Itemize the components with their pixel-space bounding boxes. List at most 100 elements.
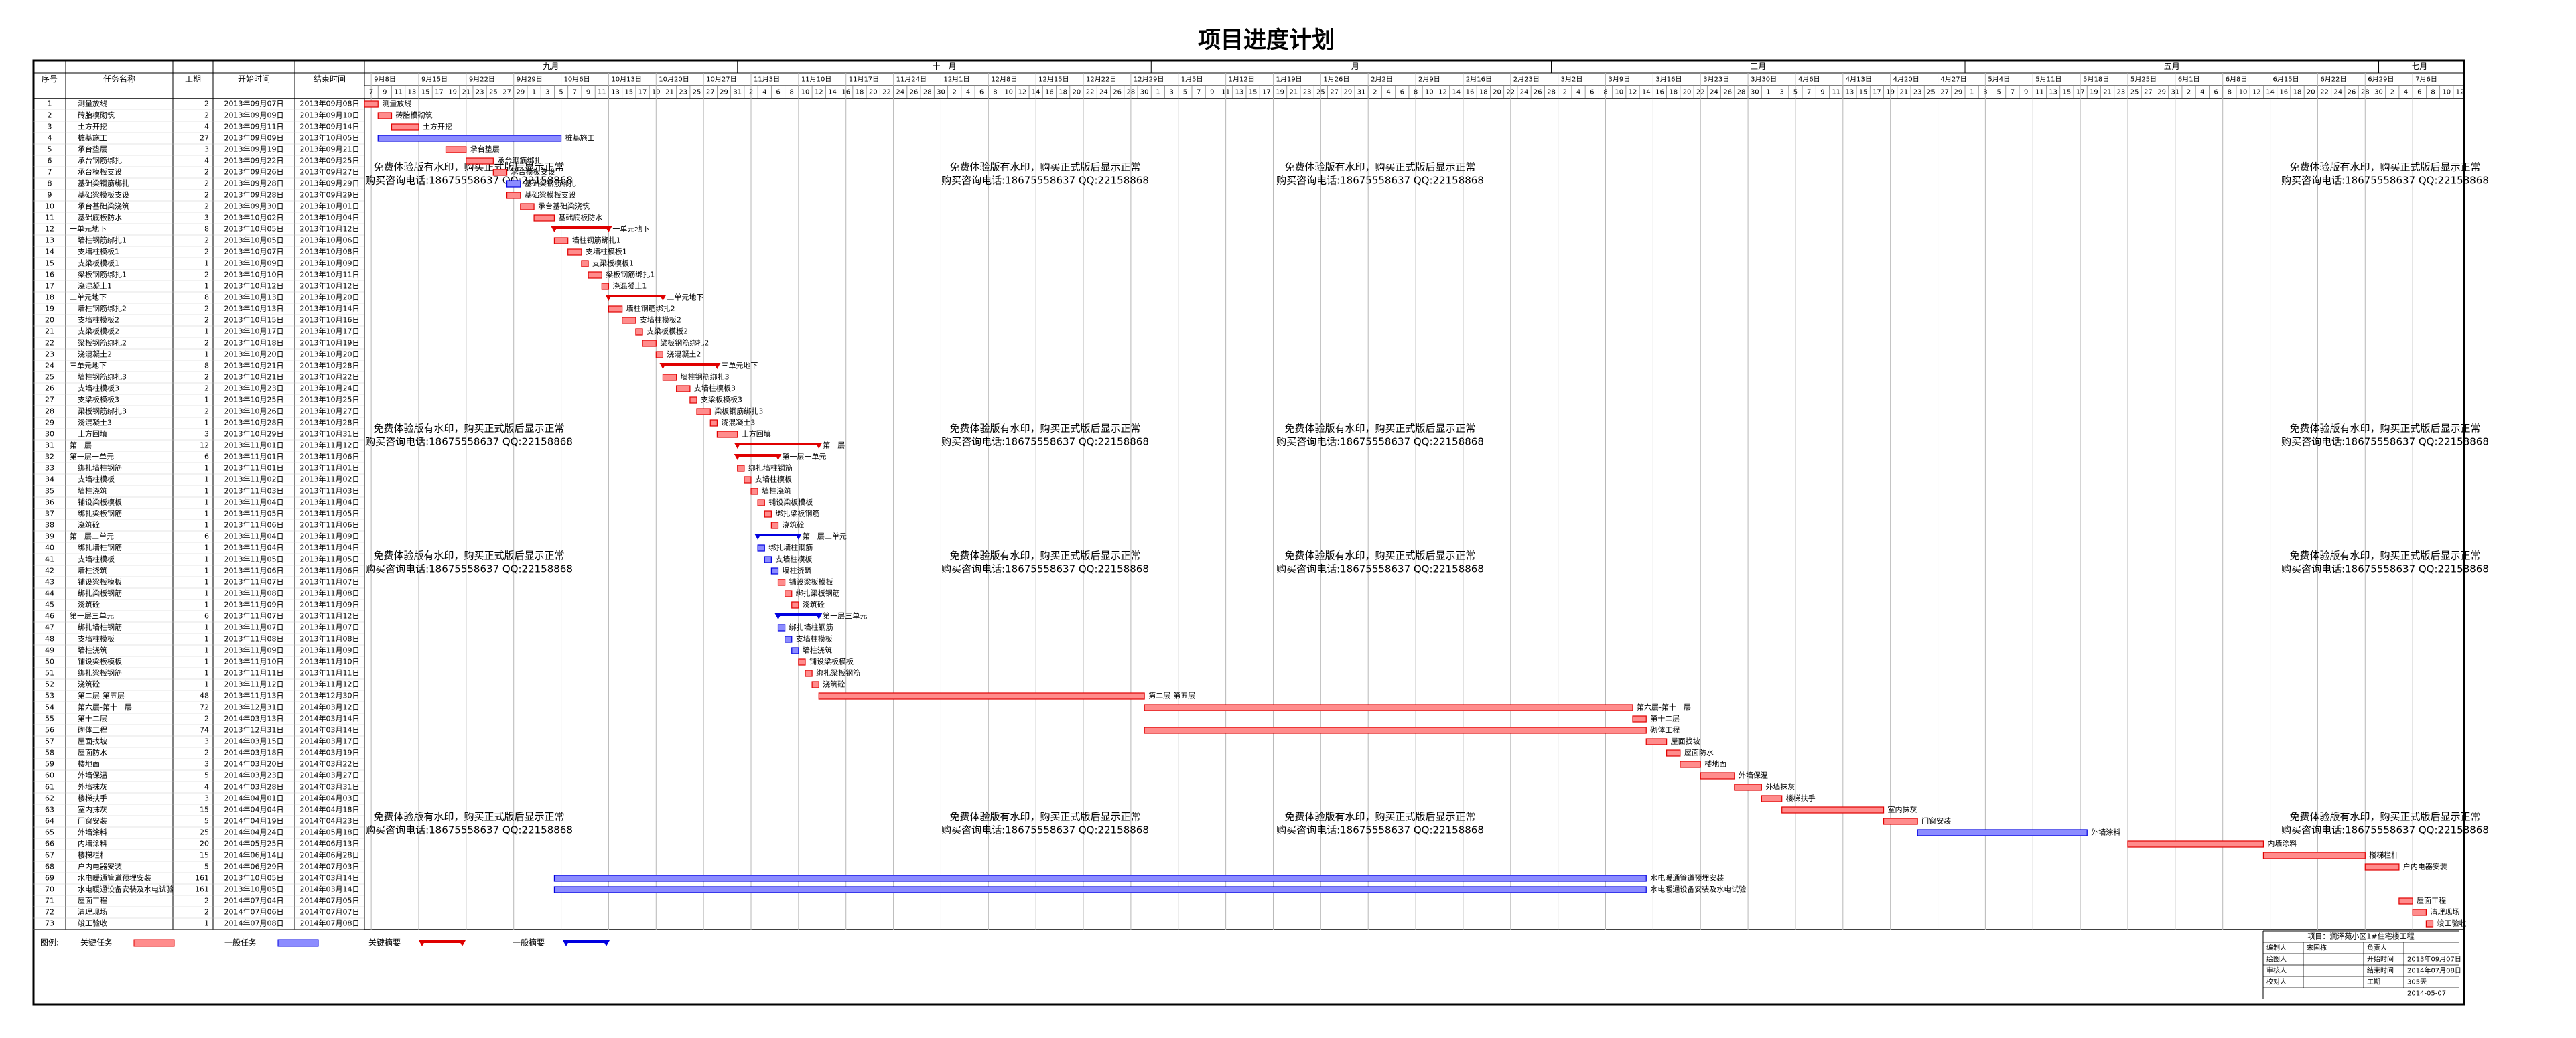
task-bar: [553, 886, 1647, 893]
task-duration: 3: [204, 760, 209, 769]
task-start: 2013年10月12日: [224, 281, 284, 291]
task-id: 27: [45, 396, 54, 404]
day-label: 25: [1316, 89, 1325, 96]
day-label: 29: [1343, 89, 1352, 96]
task-name: 墙柱钢筋绑扎3: [78, 372, 127, 382]
bar-label: 墙柱浇筑: [762, 486, 791, 496]
task-duration: 1: [204, 601, 209, 609]
info-cell: 305天: [2407, 979, 2427, 986]
task-duration: 3: [204, 214, 209, 222]
bar-label: 砖胎模砌筑: [395, 110, 432, 120]
task-name: 铺设梁板模板: [78, 577, 122, 587]
day-label: 31: [2171, 89, 2179, 96]
task-start: 2013年12月31日: [224, 702, 284, 712]
watermark: 购买咨询电话:18675558637 QQ:22158868: [365, 436, 573, 448]
bar-label: 墙柱浇筑: [783, 566, 812, 575]
task-name: 屋面工程: [78, 897, 107, 905]
task-end: 2013年10月25日: [300, 395, 360, 404]
task-bar: [1144, 727, 1647, 734]
day-label: 11: [1832, 89, 1840, 96]
day-label: 12: [1629, 89, 1637, 96]
task-duration: 1: [204, 350, 209, 359]
task-end: 2013年11月08日: [300, 634, 360, 644]
day-label: 18: [856, 89, 864, 96]
task-name: 浇筑砼: [78, 680, 100, 689]
task-bar: [506, 192, 521, 199]
info-cell: 2013年09月07日: [2407, 955, 2461, 964]
task-name: 砖胎模砌筑: [78, 110, 115, 120]
task-id: 47: [45, 623, 54, 632]
task-name: 第二层-第五层: [78, 691, 125, 700]
info-cell: 审核人: [2266, 966, 2287, 975]
task-name: 桩基施工: [78, 133, 107, 143]
watermark: 购买咨询电话:18675558637 QQ:22158868: [365, 563, 573, 575]
task-bar: [2412, 909, 2427, 916]
bar-label: 绑扎梁板钢筋: [816, 668, 860, 678]
task-name: 支墙柱模板: [78, 554, 115, 564]
day-label: 13: [611, 89, 620, 96]
day-label: 26: [910, 89, 919, 96]
day-label: 20: [1493, 89, 1501, 96]
day-label: 8: [2431, 89, 2435, 96]
task-name: 户内电器安装: [78, 862, 122, 871]
task-name: 梁板钢筋绑扎1: [78, 270, 127, 279]
day-label: 25: [1927, 89, 1936, 96]
task-start: 2013年11月05日: [224, 509, 284, 518]
task-end: 2013年09月29日: [300, 179, 360, 188]
week-label: 5月25日: [2130, 76, 2157, 84]
day-label: 25: [489, 89, 498, 96]
watermark: 购买咨询电话:18675558637 QQ:22158868: [365, 175, 573, 187]
bar-label: 土方开挖: [423, 122, 452, 131]
task-duration: 6: [204, 453, 209, 461]
day-label: 23: [1913, 89, 1922, 96]
task-duration: 48: [200, 692, 209, 700]
task-end: 2013年11月01日: [300, 463, 360, 473]
task-duration: 2: [204, 897, 209, 905]
task-start: 2013年11月04日: [224, 543, 284, 552]
day-label: 2: [2390, 89, 2394, 96]
day-label: 10: [2442, 89, 2451, 96]
day-label: 31: [1357, 89, 1366, 96]
task-start: 2014年05月25日: [224, 839, 284, 848]
task-name: 承台模板支设: [78, 167, 122, 177]
task-duration: 15: [200, 806, 209, 814]
task-bar: [1666, 749, 1681, 757]
watermark: 购买咨询电话:18675558637 QQ:22158868: [1276, 436, 1484, 448]
task-end: 2014年03月12日: [300, 702, 360, 712]
watermark: 购买咨询电话:18675558637 QQ:22158868: [1276, 824, 1484, 836]
task-name: 墙柱钢筋绑扎2: [78, 304, 127, 313]
task-start: 2013年09月09日: [224, 133, 284, 143]
summary-end: [659, 363, 667, 369]
legend-label: 图例:: [40, 938, 59, 948]
bar-label: 浇筑砼: [783, 520, 805, 530]
day-label: 30: [937, 89, 945, 96]
day-label: 20: [869, 89, 878, 96]
summary-end: [605, 226, 612, 232]
task-end: 2013年11月04日: [300, 543, 360, 552]
task-name: 基础底板防水: [78, 213, 122, 222]
bar-label: 户内电器安装: [2403, 862, 2447, 871]
task-start: 2013年09月30日: [224, 202, 284, 211]
day-label: 9: [1210, 89, 1214, 96]
task-duration: 2: [204, 179, 209, 188]
task-duration: 1: [204, 419, 209, 427]
task-start: 2014年04月04日: [224, 805, 284, 814]
task-name: 砌体工程: [78, 725, 107, 735]
bar-label: 承台钢筋绑扎: [497, 156, 541, 165]
watermark: 购买咨询电话:18675558637 QQ:22158868: [941, 436, 1149, 448]
task-end: 2013年11月05日: [300, 509, 360, 518]
task-id: 34: [45, 475, 54, 484]
task-end: 2013年10月09日: [300, 258, 360, 268]
task-end: 2013年10月01日: [300, 202, 360, 211]
period-label: 五月: [2164, 62, 2180, 71]
task-bar: [377, 135, 562, 142]
column-header: 序号: [42, 74, 58, 84]
task-name: 第一层一单元: [70, 452, 114, 461]
day-label: 14: [1032, 89, 1040, 96]
bar-label: 浇混凝土2: [667, 350, 701, 359]
day-label: 24: [1710, 89, 1718, 96]
bar-label: 砌体工程: [1650, 725, 1680, 735]
day-label: 24: [1520, 89, 1529, 96]
summary-end: [774, 454, 782, 460]
task-start: 2013年11月07日: [224, 623, 284, 632]
